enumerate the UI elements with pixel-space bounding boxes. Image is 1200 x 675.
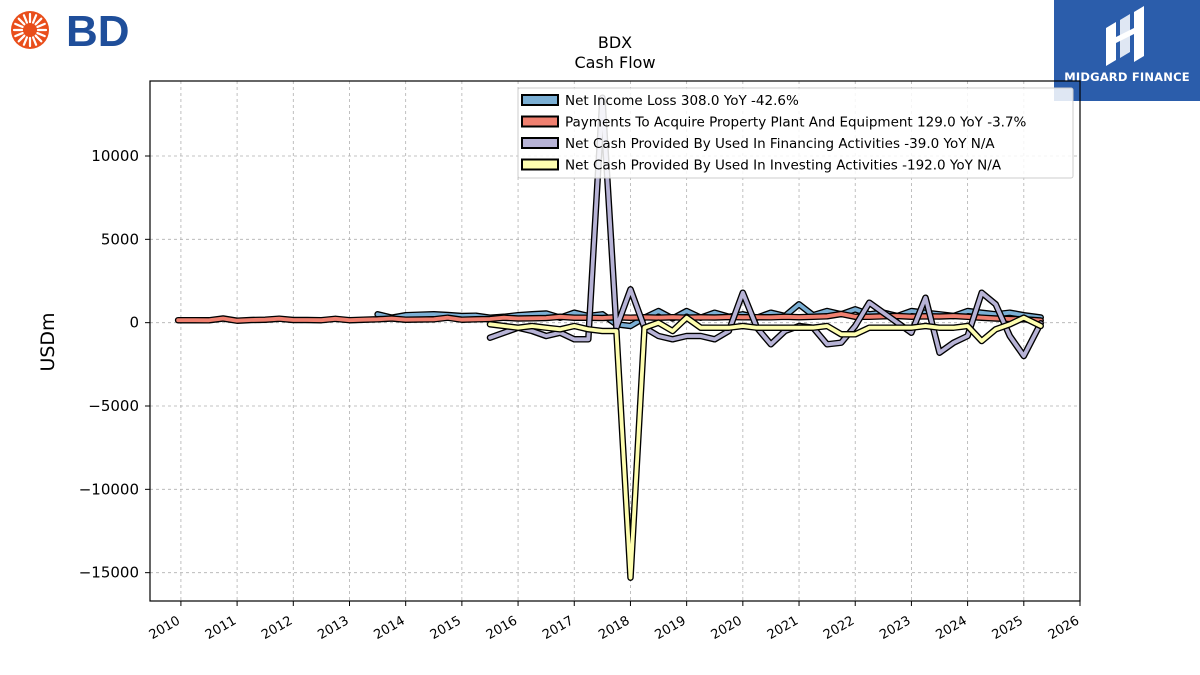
series-line-outline [486, 314, 1044, 581]
bd-burst-ray [14, 22, 24, 29]
legend-entry: Net Income Loss 308.0 YoY -42.6% [521, 93, 799, 109]
axes: 2010 2011 2012 2013 2014 2015 2016 2017 2018 2019… [79, 147, 1082, 643]
y-tick-label: −10000 [79, 480, 139, 498]
bd-burst-ray [17, 17, 26, 26]
x-tick-label: 2020 [709, 613, 745, 643]
legend-entry: Net Cash Provided By Used In Financing A… [521, 136, 995, 152]
legend-box [517, 87, 1074, 179]
legend-label: Payments To Acquire Property Plant And E… [565, 115, 1027, 131]
x-tick-label: 2018 [596, 613, 632, 643]
chart-subtitle: Cash Flow [574, 53, 655, 72]
x-tick-label: 2025 [990, 613, 1026, 643]
legend: Net Income Loss 308.0 YoY -42.6% Payments… [517, 87, 1074, 179]
midgard-mark-icon [1106, 6, 1144, 66]
x-tick-label: 2015 [428, 613, 464, 643]
bd-logo-text: BD [66, 7, 130, 56]
bd-burst-ray [14, 31, 24, 38]
x-tick-label: 2013 [315, 613, 351, 643]
y-axis-label: USDm [37, 312, 59, 371]
bd-burst-ray [36, 22, 46, 29]
bd-burst-ray [31, 36, 38, 46]
bd-burst-ray [31, 14, 38, 24]
y-tick-label: 5000 [101, 230, 139, 248]
legend-swatch [521, 94, 559, 106]
y-tick-label: −15000 [79, 564, 139, 582]
legend-entry: Payments To Acquire Property Plant And E… [521, 115, 1027, 131]
legend-entry: Net Cash Provided By Used In Investing A… [521, 158, 1002, 174]
x-tick-label: 2021 [765, 613, 801, 643]
bd-burst-ray [22, 14, 29, 24]
series-line [176, 312, 1043, 323]
legend-swatch [521, 115, 559, 128]
legend-swatch [521, 137, 559, 149]
x-tick-label: 2026 [1046, 613, 1082, 643]
plot-frame [149, 80, 1081, 602]
bd-burst-ray [36, 31, 46, 38]
bd-logo: BD [4, 4, 144, 56]
series-line [488, 95, 1043, 358]
y-tick-label: 0 [129, 314, 139, 332]
chart-title: BDX [598, 33, 632, 52]
bd-burst-icon [11, 11, 49, 49]
x-tick-label: 2012 [259, 613, 295, 643]
x-tick-label: 2024 [933, 613, 969, 643]
x-tick-label: 2016 [484, 613, 520, 643]
bd-burst-ray [34, 17, 43, 26]
legend-label: Net Cash Provided By Used In Investing A… [565, 158, 1002, 174]
bd-burst-ray [17, 34, 26, 43]
legend-swatch [521, 158, 559, 171]
x-tick-label: 2022 [821, 613, 857, 643]
x-tick-label: 2017 [540, 613, 576, 643]
y-tick-label: −5000 [88, 397, 139, 415]
x-tick-label: 2023 [877, 613, 913, 643]
x-tick-label: 2019 [652, 613, 688, 643]
series-3 [486, 314, 1044, 581]
bd-burst-ray [34, 34, 43, 43]
series-2 [486, 94, 1044, 360]
midgard-finance-text: MIDGARD FINANCE [1064, 70, 1190, 84]
midgard-finance-logo: MIDGARD FINANCE [1054, 0, 1200, 101]
legend-label: Net Income Loss 308.0 YoY -42.6% [565, 93, 799, 109]
series-line [488, 315, 1043, 580]
x-tick-label: 2014 [372, 613, 408, 643]
series-1 [174, 310, 1044, 324]
legend-label: Net Cash Provided By Used In Financing A… [565, 136, 995, 152]
x-tick-label: 2011 [203, 613, 239, 643]
bd-burst-ray [22, 36, 29, 46]
y-tick-label: 10000 [91, 147, 139, 165]
series-lines [174, 94, 1044, 581]
x-tick-label: 2010 [147, 613, 183, 643]
